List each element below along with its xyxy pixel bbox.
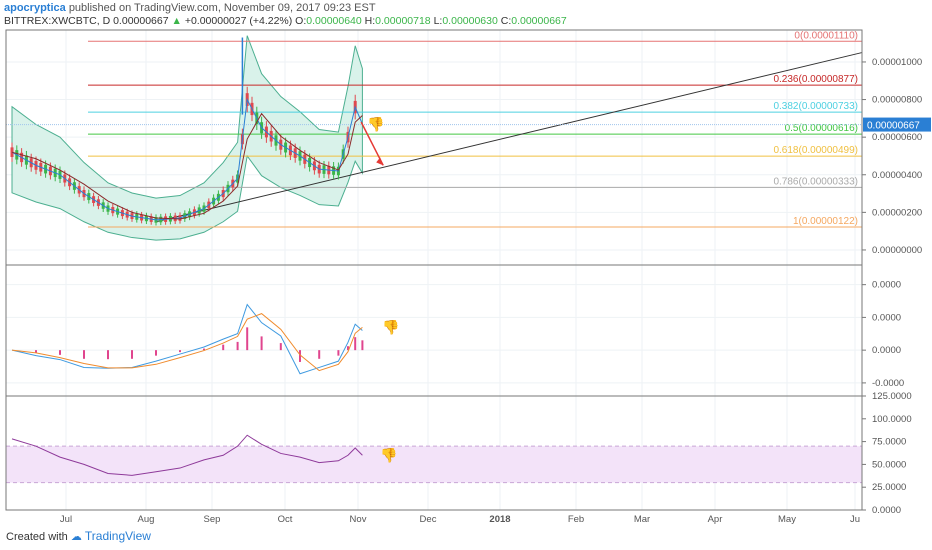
x-tick-label: Feb xyxy=(568,514,584,525)
y-tick-label: 25.0000 xyxy=(872,482,906,493)
y-tick-label: -0.0000 xyxy=(872,378,904,389)
x-tick-label: Jul xyxy=(60,514,72,525)
y-tick-label: 0.00001000 xyxy=(872,57,922,68)
macd-histogram-bar xyxy=(236,341,239,351)
change-up-icon: ▲ xyxy=(171,15,182,27)
brand-name[interactable]: TradingView xyxy=(84,529,151,543)
x-tick-label: May xyxy=(778,514,796,525)
macd-histogram-bar xyxy=(347,346,349,351)
y-tick-label: 50.0000 xyxy=(872,459,906,470)
publish-info: published on TradingView.com, November 0… xyxy=(68,2,376,14)
current-price-tag xyxy=(863,117,931,132)
macd-histogram-bar xyxy=(107,350,109,360)
macd-histogram-bar xyxy=(83,350,85,359)
grid-lines xyxy=(6,30,862,510)
fib-level-label: 1(0.00000122) xyxy=(793,216,858,227)
fib-level-label: 0.236(0.00000877) xyxy=(773,74,858,85)
fib-level-label: 0.786(0.00000333) xyxy=(773,176,858,187)
macd-histogram-bar xyxy=(299,350,301,362)
arrow-head-icon xyxy=(376,157,384,166)
macd-histogram-bar xyxy=(203,348,205,351)
y-tick-label: 75.0000 xyxy=(872,437,906,448)
rsi-panel[interactable]: 👎 xyxy=(6,434,862,484)
tradingview-logo-icon: ☁ xyxy=(70,531,82,543)
low-value: 0.00000630 xyxy=(442,15,498,27)
x-tick-label: Aug xyxy=(138,514,155,525)
y-tick-label: 0.00000000 xyxy=(872,245,922,256)
thumbs-down-icon: 👎 xyxy=(380,447,397,464)
signal-line xyxy=(11,313,363,372)
price-panel[interactable]: 0(0.00001110) 0.236(0.00000877) 0.382(0.00… xyxy=(6,30,863,241)
thumbs-down-icon: 👎 xyxy=(382,319,399,336)
macd-histogram-bar xyxy=(246,327,249,351)
y-tick-label: 0.0000 xyxy=(872,505,901,516)
trend-line xyxy=(155,52,863,223)
x-tick-label: Nov xyxy=(350,514,367,525)
y-tick-label: 0.00000800 xyxy=(872,95,922,106)
y-tick-label: 0.00000400 xyxy=(872,170,922,181)
macd-histogram-bar xyxy=(318,350,321,359)
macd-histogram-bar xyxy=(179,350,181,353)
macd-histogram-bar xyxy=(35,350,37,353)
macd-histogram-bar xyxy=(155,350,157,356)
fib-level-label: 0.5(0.00000616) xyxy=(785,123,858,134)
x-tick-label: Ju xyxy=(850,514,860,525)
price-line[interactable] xyxy=(11,97,363,221)
x-tick-label: Oct xyxy=(278,514,293,525)
y-tick-label: 125.0000 xyxy=(872,391,912,402)
symbol-name: BITTREX:XWCBTC, D xyxy=(4,15,111,27)
macd-line xyxy=(11,303,363,375)
moving-average-line xyxy=(11,112,363,220)
y-tick-label: 0.0000 xyxy=(872,312,901,323)
x-tick-label: 2018 xyxy=(489,514,510,525)
bollinger-band xyxy=(11,35,363,241)
close-value: 0.00000667 xyxy=(511,15,567,27)
author-name[interactable]: apocryptica xyxy=(4,2,66,14)
fib-level-label: 0(0.00001110) xyxy=(794,30,858,41)
macd-histogram-bar xyxy=(337,350,340,356)
rsi-line xyxy=(11,434,363,476)
y-tick-label: 0.0000 xyxy=(872,345,901,356)
y-tick-label: 0.00000200 xyxy=(872,207,922,218)
y-tick-label: 100.0000 xyxy=(872,414,912,425)
thumbs-down-icon: 👎 xyxy=(367,116,384,133)
macd-histogram-bar xyxy=(222,344,225,351)
x-tick-label: Dec xyxy=(420,514,437,525)
last-price: 0.00000667 xyxy=(113,15,169,27)
close-label: C: xyxy=(500,15,512,27)
macd-histogram-bar xyxy=(361,340,364,351)
footer: Created with ☁ TradingView xyxy=(6,529,151,543)
high-value: 0.00000718 xyxy=(375,15,431,27)
y-tick-label: 0.0000 xyxy=(872,280,901,291)
y-tick-label: 0.00000600 xyxy=(872,132,922,143)
high-label: H: xyxy=(364,15,376,27)
macd-histogram-bar xyxy=(131,350,133,359)
symbol-header: BITTREX:XWCBTC, D 0.00000667 ▲ +0.000000… xyxy=(4,15,567,27)
x-tick-label: Apr xyxy=(708,514,723,525)
x-tick-label: Sep xyxy=(204,514,221,525)
price-change: +0.00000027 (+4.22%) xyxy=(184,15,293,27)
created-with-label: Created with xyxy=(6,531,68,543)
macd-panel[interactable]: 👎 xyxy=(11,303,399,375)
publish-header: apocryptica published on TradingView.com… xyxy=(4,2,376,14)
open-value: 0.00000640 xyxy=(306,15,362,27)
low-label: L: xyxy=(433,15,443,27)
macd-histogram-bar xyxy=(354,337,357,351)
bearish-arrow xyxy=(360,121,384,166)
fib-level-label: 0.618(0.00000499) xyxy=(773,145,858,156)
fib-level-label: 0.382(0.00000733) xyxy=(773,101,858,112)
axes: Jul Aug Sep Oct Nov Dec 2018 Feb Mar Apr May Ju 0.00… xyxy=(5,29,931,525)
rsi-band xyxy=(6,446,862,483)
chart-frame xyxy=(5,29,863,511)
macd-histogram-bar xyxy=(260,336,263,351)
macd-histogram-bar xyxy=(279,343,282,351)
open-label: O: xyxy=(295,15,307,27)
macd-histogram-bar xyxy=(59,350,61,355)
x-tick-label: Mar xyxy=(634,514,650,525)
current-price-label: 0.00000667 xyxy=(867,121,920,132)
